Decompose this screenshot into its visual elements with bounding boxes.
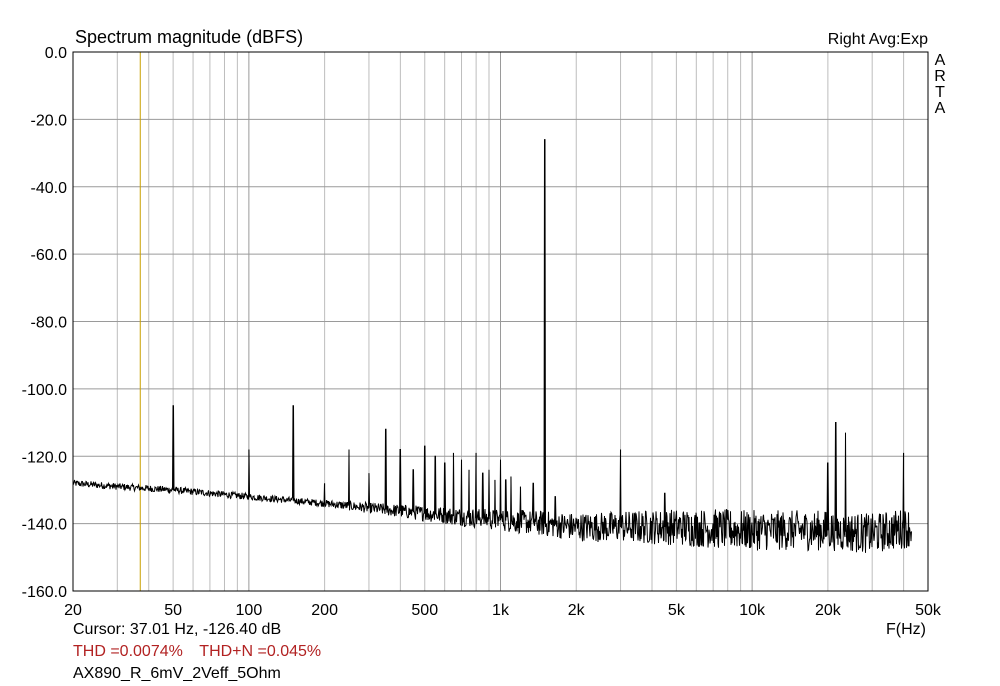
averaging-mode: Right Avg:Exp: [827, 31, 928, 48]
x-axis-unit: F(Hz): [886, 621, 926, 638]
y-tick-label: -80.0: [31, 315, 68, 332]
y-tick-label: 0.0: [45, 45, 67, 62]
y-tick-label: -20.0: [31, 112, 68, 129]
x-tick-label: 50: [164, 602, 182, 619]
y-tick-label: -60.0: [31, 247, 68, 264]
y-tick-label: -40.0: [31, 180, 68, 197]
y-tick-labels: 0.0 -20.0 -40.0 -60.0 -80.0 -100.0 -120.0 -140.…: [22, 45, 67, 601]
y-tick-label: -160.0: [22, 584, 67, 601]
x-tick-label: 1k: [492, 602, 510, 619]
x-tick-labels: 20 50 100 200 500 1k 2k 5k 10k 20k 50k: [64, 602, 942, 619]
x-tick-label: 2k: [568, 602, 586, 619]
x-tick-label: 500: [411, 602, 438, 619]
chart-title: Spectrum magnitude (dBFS): [75, 27, 304, 47]
brand-label: ARTA: [934, 52, 946, 117]
y-tick-label: -120.0: [22, 449, 67, 466]
x-tick-label: 50k: [915, 602, 942, 619]
x-tick-label: 100: [236, 602, 263, 619]
x-tick-label: 5k: [668, 602, 686, 619]
cursor-readout: Cursor: 37.01 Hz, -126.40 dB: [73, 621, 282, 638]
y-tick-label: -140.0: [22, 517, 67, 534]
spectrum-trace: [72, 139, 912, 553]
x-tick-label: 10k: [739, 602, 766, 619]
x-tick-label: 20k: [815, 602, 842, 619]
plot-frame: [72, 51, 929, 592]
measurement-file-name: AX890_R_6mV_2Veff_5Ohm: [73, 665, 281, 682]
thdn-value: THD+N =0.045%: [199, 643, 322, 660]
thd-value: THD =0.0074%: [73, 643, 183, 660]
y-tick-label: -100.0: [22, 382, 67, 399]
distortion-readout: THD =0.0074% THD+N =0.045%: [73, 643, 321, 661]
x-tick-label: 20: [64, 602, 82, 619]
x-tick-label: 200: [311, 602, 338, 619]
